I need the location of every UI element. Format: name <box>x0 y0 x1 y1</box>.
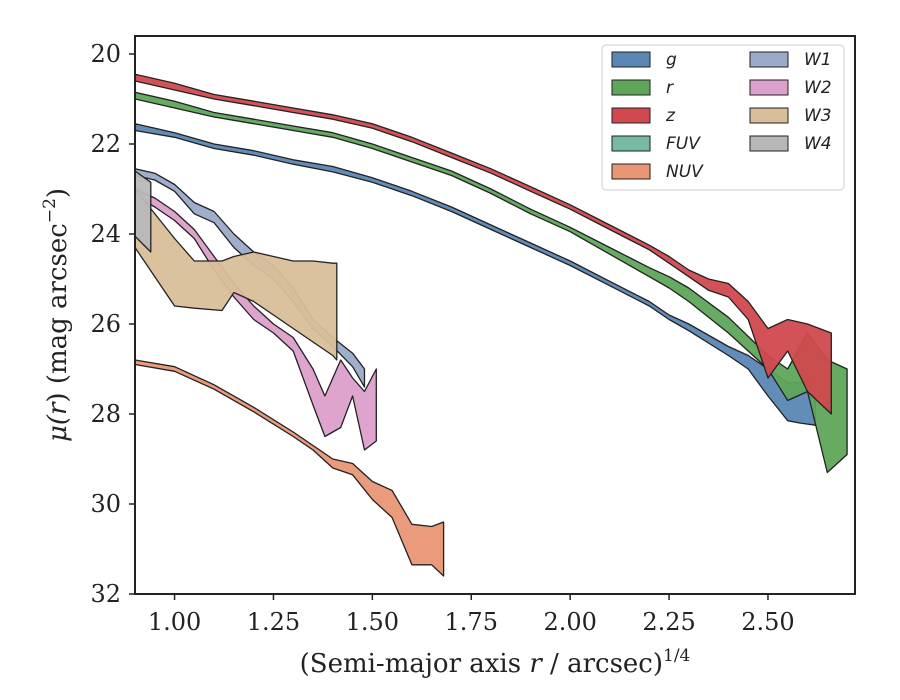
y-tick-label: 22 <box>90 130 121 158</box>
x-axis-ticks: 1.00 1.25 1.50 1.75 2.00 2.25 2.50 <box>148 594 795 636</box>
x-axis-label: (Semi-major axis r / arcsec)1/4 <box>300 646 691 679</box>
x-tick-label: 1.50 <box>346 608 399 636</box>
legend-label-w4: W4 <box>804 134 832 154</box>
legend-swatch-nuv <box>611 163 651 180</box>
band-r <box>135 91 848 474</box>
legend-label-fuv: FUV <box>666 134 701 154</box>
band-nuv <box>135 359 445 577</box>
legend-label-g: g <box>666 50 677 70</box>
legend-label-w3: W3 <box>804 106 832 126</box>
x-tick-label: 2.25 <box>642 608 695 636</box>
band-w1 <box>135 168 366 388</box>
y-tick-label: 20 <box>90 40 121 68</box>
legend-label-r: r <box>666 78 674 98</box>
series-layer <box>135 73 848 577</box>
x-tick-label: 1.00 <box>148 608 201 636</box>
legend-swatch-w1 <box>749 51 789 68</box>
axes-frame <box>134 35 856 595</box>
legend-swatch-w4 <box>749 135 789 152</box>
y-tick-label: 28 <box>90 400 121 428</box>
legend: grz FUV NUV W1 W2 W3 W4 <box>601 44 845 191</box>
y-tick-label: 32 <box>90 580 121 608</box>
legend-swatch-g <box>611 51 651 68</box>
legend-swatch-w3 <box>749 107 789 124</box>
y-axis-ticks: 20 22 24 26 28 30 32 <box>90 40 135 608</box>
band-w3 <box>135 188 338 361</box>
legend-swatch-w2 <box>749 79 789 96</box>
legend-label-nuv: NUV <box>666 162 704 182</box>
x-tick-label: 1.25 <box>247 608 300 636</box>
y-tick-label: 30 <box>90 490 121 518</box>
y-tick-label: 24 <box>90 220 121 248</box>
band-z <box>135 73 832 415</box>
y-axis-label: μ(r) (mag arcsec−2) <box>40 188 73 442</box>
x-tick-label: 1.75 <box>445 608 498 636</box>
x-tick-label: 2.50 <box>741 608 794 636</box>
legend-label-w2: W2 <box>804 78 832 98</box>
band-w4 <box>135 170 152 253</box>
legend-swatch-z <box>611 107 651 124</box>
legend-label-w1: W1 <box>804 50 832 70</box>
x-tick-label: 2.00 <box>543 608 596 636</box>
legend-swatch-r <box>611 79 651 96</box>
y-tick-label: 26 <box>90 310 121 338</box>
legend-swatch-fuv <box>611 135 651 152</box>
legend-label-z: z <box>665 106 676 126</box>
